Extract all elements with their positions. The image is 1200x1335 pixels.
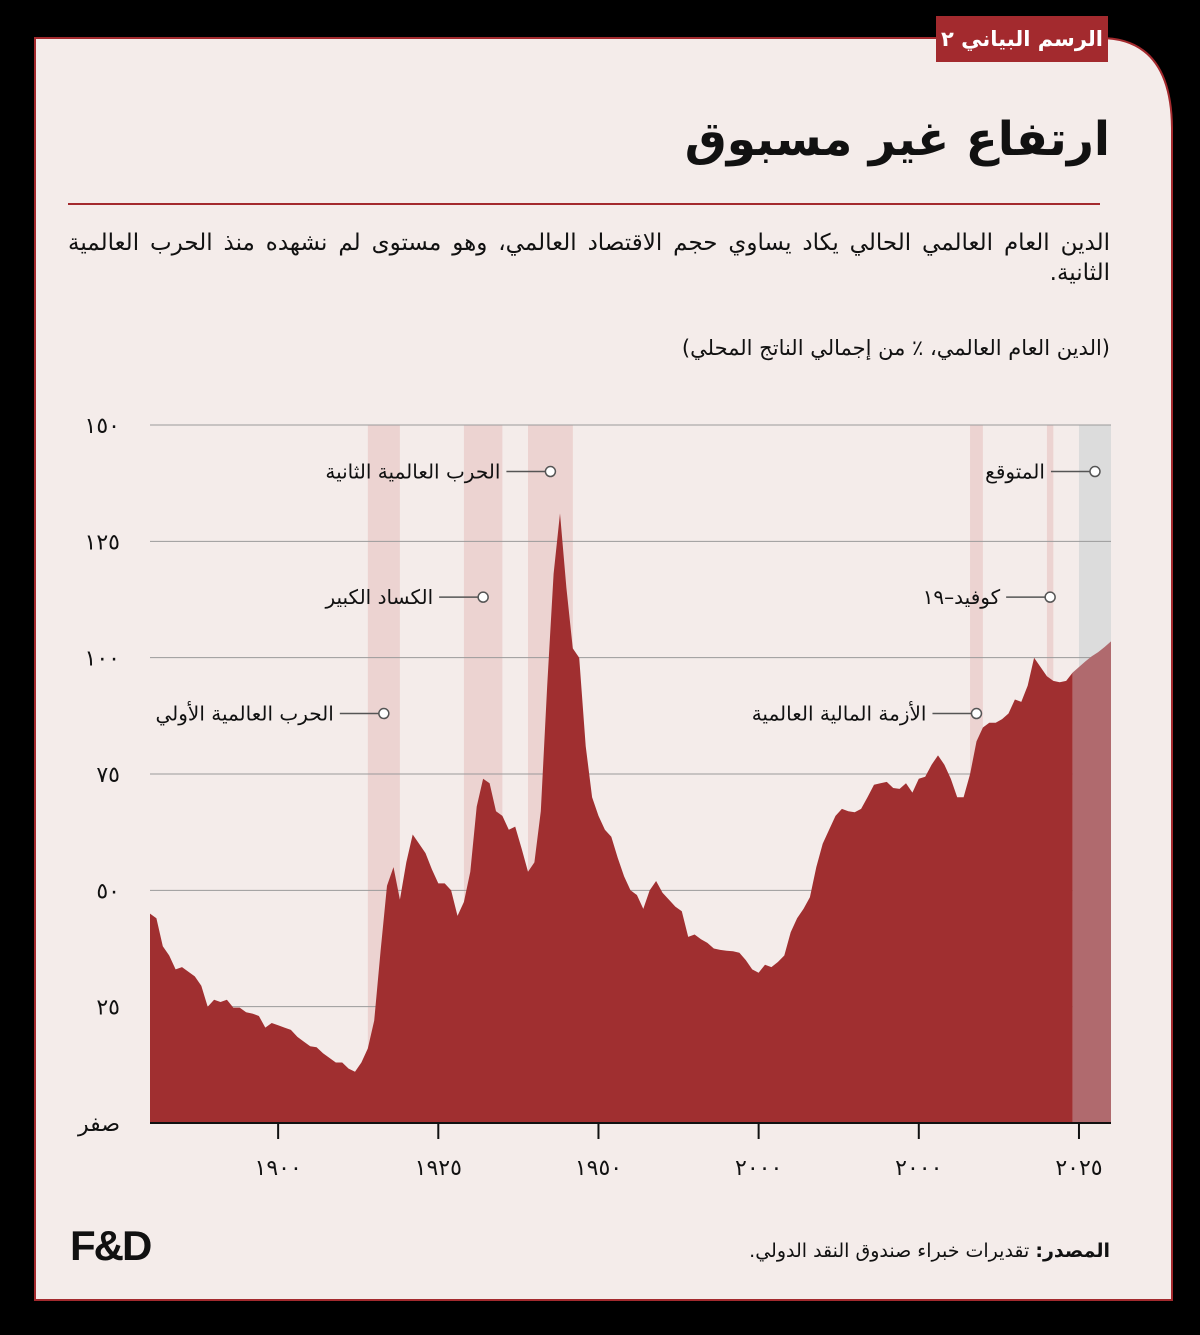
y-tick-label-0: صفر <box>77 1112 120 1137</box>
annotation-marker-forecast <box>1089 465 1101 478</box>
y-tick-label-125: ١٢٥ <box>85 530 120 555</box>
annotation-marker-great-depression <box>477 591 489 603</box>
x-tick-label-2000: ٢٠٠٠ <box>895 1156 942 1181</box>
annotations: الحرب العالمية الثانية الكساد الكبير الحرب… <box>155 460 1101 727</box>
annotation-marker-ww1 <box>378 707 390 720</box>
y-tick-label-75: ٧٥ <box>96 763 120 788</box>
annotation-label-forecast: المتوقع <box>985 460 1045 484</box>
y-tick-label-50: ٥٠ <box>96 879 120 904</box>
x-tick-label-2025: ٢٠٢٥ <box>1055 1156 1102 1181</box>
chart-title: ارتفاع غير مسبوق <box>684 112 1110 167</box>
title-divider <box>68 203 1100 205</box>
x-tick-label-1950: ١٩٥٠ <box>575 1156 622 1181</box>
y-axis-unit-label: (الدين العام العالمي، ٪ من إجمالي الناتج… <box>681 336 1110 360</box>
x-tick-label-1925: ١٩٢٥ <box>415 1156 462 1181</box>
chart-number-badge: الرسم البياني ٢ <box>936 16 1108 62</box>
source-note: المصدر: تقديرات خبراء صندوق النقد الدولي… <box>410 1240 1110 1262</box>
debt-area-forecast <box>1072 641 1111 1123</box>
y-tick-label-100: ١٠٠ <box>85 647 120 672</box>
debt-area-historical <box>150 513 1073 1123</box>
annotation-marker-gfc <box>970 707 983 720</box>
annotation-label-covid: كوفيد–١٩ <box>923 585 1001 609</box>
chart-subtitle: الدين العام العالمي الحالي يكاد يساوي حج… <box>68 230 1110 286</box>
data-areas <box>150 513 1111 1123</box>
annotation-marker-ww2 <box>544 465 557 478</box>
annotation-label-ww2: الحرب العالمية الثانية <box>325 460 500 484</box>
x-tick-label-1975: ٢٠٠٠ <box>735 1156 782 1181</box>
fd-logo: F&D <box>70 1222 152 1269</box>
annotation-label-great-depression: الكساد الكبير <box>324 585 433 609</box>
annotation-marker-covid <box>1044 591 1056 603</box>
axes: صفر ٢٥ ٥٠ ٧٥ ١٠٠ ١٢٥ ١٥٠ ١٩٠٠ ١٩٢٥ ١٩٥٠ ٢٠٠٠ ٢٠٠٠ ٢٠… <box>77 414 1111 1181</box>
source-label: المصدر: <box>1035 1240 1110 1262</box>
source-text: تقديرات خبراء صندوق النقد الدولي. <box>749 1240 1036 1262</box>
x-tick-label-1900: ١٩٠٠ <box>255 1156 302 1181</box>
annotation-label-gfc: الأزمة المالية العالمية <box>752 702 927 726</box>
y-tick-label-25: ٢٥ <box>96 996 120 1021</box>
annotation-label-ww1: الحرب العالمية الأولي <box>155 702 333 727</box>
y-tick-label-150: ١٥٠ <box>85 414 120 439</box>
